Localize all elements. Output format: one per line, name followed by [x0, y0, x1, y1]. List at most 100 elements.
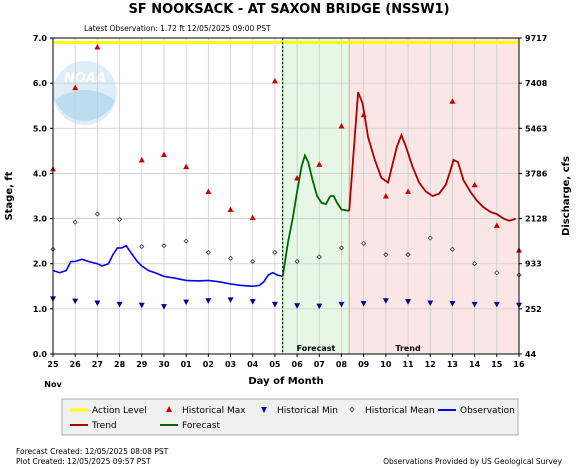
x-tick-label: 15: [491, 360, 503, 369]
historical-mean-marker: [161, 243, 167, 249]
legend-label: Historical Max: [182, 406, 246, 416]
legend-label: Trend: [91, 421, 117, 431]
trend-band-label: Trend: [395, 344, 421, 353]
right-tick-label: 933: [525, 260, 542, 269]
x-month-label: Nov: [44, 380, 62, 389]
historical-mean-marker: [472, 261, 478, 267]
left-axis-title: Stage, ft: [4, 171, 15, 220]
right-tick-label: 5463: [525, 124, 547, 133]
legend-label: Action Level: [92, 406, 147, 416]
historical-mean-marker: [139, 243, 145, 250]
historical-max-marker: [405, 188, 412, 194]
x-tick-label: 27: [92, 360, 103, 369]
historical-max-marker: [382, 193, 389, 199]
legend: Action Level Historical Max Historical Min…: [61, 398, 519, 436]
historical-min-marker: [427, 300, 434, 306]
left-tick-label: 6.0: [33, 79, 48, 88]
historical-mean-marker: [205, 249, 211, 255]
x-tick-label: 07: [314, 360, 325, 369]
plot-frame: [52, 37, 520, 355]
historical-max-marker: [471, 181, 478, 188]
historical-mean-marker: [117, 216, 123, 223]
right-axis-title: Discharge, cfs: [561, 156, 572, 236]
historical-mean-marker: [294, 258, 300, 265]
x-axis-title: Day of Month: [248, 376, 323, 387]
historical-mean-marker: [449, 246, 455, 252]
historical-mean-marker: [405, 252, 411, 258]
x-tick-label: 01: [181, 360, 193, 369]
historical-max-marker: [249, 214, 256, 221]
x-tick-label: 26: [70, 360, 82, 369]
historical-min-marker: [338, 301, 345, 308]
historical-mean-marker: [338, 245, 345, 251]
historical-max-marker: [360, 111, 367, 118]
historical-mean-marker: [272, 249, 278, 255]
historical-min-marker: [138, 302, 145, 309]
historical-max-marker: [294, 174, 301, 181]
x-tick-label: 25: [47, 360, 59, 369]
historical-min-marker: [160, 304, 167, 310]
historical-mean-marker: [316, 254, 322, 260]
x-tick-label: 30: [158, 360, 170, 369]
historical-max-marker: [205, 188, 212, 194]
x-tick-label: 28: [114, 360, 126, 369]
left-tick-label: 4.0: [33, 169, 48, 178]
historical-min-marker: [72, 298, 79, 305]
left-tick-label: 2.0: [33, 260, 48, 269]
historical-min-marker: [249, 299, 256, 305]
historical-max-marker: [271, 77, 278, 84]
chart-title: SF NOOKSACK - AT SAXON BRIDGE (NSSW1): [128, 2, 449, 17]
legend-swatch-historical-min: [261, 407, 267, 413]
historical-max-marker: [183, 163, 190, 170]
data-source: Observations Provided by US Geological S…: [383, 457, 562, 466]
x-tick-label: 05: [269, 360, 281, 369]
observation-line: [52, 244, 283, 288]
right-tick-label: 44: [525, 350, 537, 359]
left-tick-label: 1.0: [33, 305, 48, 314]
latest-observation: Latest Observation: 1.72 ft 12/05/2025 0…: [84, 24, 271, 33]
x-tick-label: 09: [358, 360, 370, 369]
x-tick-label: 11: [402, 360, 414, 369]
historical-mean-marker: [72, 219, 78, 225]
forecast-band-label: Forecast: [297, 344, 336, 353]
x-tick-label: 12: [425, 360, 436, 369]
x-tick-label: 06: [292, 360, 304, 369]
band-labels: Forecast Trend: [297, 344, 421, 353]
historical-mean-marker: [361, 240, 367, 246]
historical-min-marker: [449, 300, 456, 307]
legend-label: Observation: [460, 406, 515, 416]
x-tick-label: 14: [469, 360, 481, 369]
historical-mean-marker: [250, 258, 256, 265]
historical-mean-marker: [383, 252, 389, 258]
historical-min-marker: [493, 301, 500, 308]
historical-max-marker: [94, 44, 101, 50]
x-tick-label: 08: [336, 360, 348, 369]
forecast-line: [281, 152, 350, 277]
legend-swatch-historical-max: [166, 406, 172, 412]
historical-max-marker: [72, 84, 79, 91]
plot-area: [53, 38, 519, 354]
historical-max-marker: [138, 156, 145, 163]
historical-mean-marker: [94, 211, 100, 217]
right-tick-label: 2128: [525, 215, 548, 224]
legend-label: Historical Mean: [365, 406, 435, 416]
right-tick-label: 252: [525, 305, 542, 314]
left-tick-label: 0.0: [33, 350, 48, 359]
x-tick-label: 13: [447, 360, 458, 369]
historical-max-marker: [227, 206, 234, 213]
historical-min-marker: [316, 303, 323, 310]
x-tick-label: 29: [136, 360, 148, 369]
historical-mean-marker: [427, 235, 433, 241]
left-tick-label: 5.0: [33, 124, 48, 133]
right-tick-label: 9717: [525, 34, 547, 43]
x-tick-label: 10: [380, 360, 392, 369]
historical-max-marker: [493, 222, 500, 228]
noaa-logo-wave: [55, 90, 115, 121]
x-tick-label: 03: [225, 360, 236, 369]
forecast-band: [282, 38, 350, 354]
historical-min-marker: [94, 300, 101, 306]
data-series: [52, 38, 519, 354]
historical-min-marker: [382, 298, 389, 304]
historical-mean-marker: [227, 255, 234, 261]
